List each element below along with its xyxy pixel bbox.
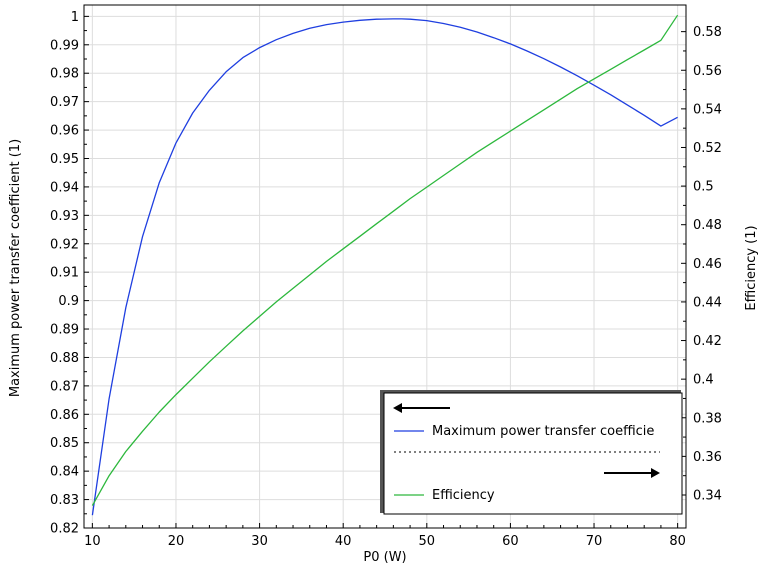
x-axis-label: P0 (W) xyxy=(363,550,406,565)
y-right-tick-label: 0.5 xyxy=(693,180,714,195)
x-tick-label: 20 xyxy=(168,534,185,549)
y-right-tick-label: 0.48 xyxy=(693,218,722,233)
y-left-tick-label: 0.87 xyxy=(50,379,79,394)
y-left-tick-label: 1 xyxy=(71,10,79,25)
x-tick-label: 60 xyxy=(502,534,519,549)
y-left-tick-label: 0.85 xyxy=(50,436,79,451)
y-right-tick-label: 0.4 xyxy=(693,373,714,388)
y-left-tick-label: 0.83 xyxy=(50,493,79,508)
y-axis-right-label: Efficiency (1) xyxy=(744,225,759,310)
x-tick-label: 50 xyxy=(419,534,436,549)
y-right-tick-label: 0.54 xyxy=(693,102,722,117)
y-left-tick-label: 0.94 xyxy=(50,180,79,195)
x-tick-label: 70 xyxy=(586,534,603,549)
y-left-tick-label: 0.84 xyxy=(50,465,79,480)
y-axis-right: 0.34 0.36 0.38 0.4 0.42 0.44 0.46 0.48 0.5 0.52 0.… xyxy=(681,25,722,503)
legend-label-efficiency: Efficiency xyxy=(432,488,495,503)
series-layer xyxy=(91,14,679,516)
y-left-tick-label: 0.93 xyxy=(50,209,79,224)
y-left-tick-label: 0.98 xyxy=(50,67,79,82)
y-right-tick-label: 0.44 xyxy=(693,295,722,310)
y-right-tick-label: 0.38 xyxy=(693,411,722,426)
left-arrow-head-icon xyxy=(393,403,402,413)
y-axis-left: 0.82 0.83 0.84 0.85 0.86 0.87 0.88 0.89 0.9 0.91 0… xyxy=(50,10,89,537)
series-line-max-power-transfer xyxy=(91,18,678,516)
y-left-tick-label: 0.99 xyxy=(50,38,79,53)
y-left-tick-label: 0.96 xyxy=(50,124,79,139)
y-left-tick-label: 0.97 xyxy=(50,95,79,110)
y-right-tick-label: 0.34 xyxy=(693,488,722,503)
series-line-efficiency xyxy=(91,14,679,506)
y-right-tick-label: 0.46 xyxy=(693,257,722,272)
y-axis-left-label: Maximum power transfer coefficient (1) xyxy=(8,139,23,397)
y-right-tick-label: 0.36 xyxy=(693,450,722,465)
legend-box xyxy=(383,392,683,515)
y-right-tick-label: 0.56 xyxy=(693,64,722,79)
y-left-tick-label: 0.82 xyxy=(50,522,79,537)
legend: Maximum power transfer coefficie Efficie… xyxy=(380,390,683,515)
y-left-tick-label: 0.89 xyxy=(50,323,79,338)
y-right-tick-label: 0.52 xyxy=(693,141,722,156)
x-tick-label: 40 xyxy=(335,534,352,549)
legend-label-max-power: Maximum power transfer coefficie xyxy=(432,424,654,439)
y-left-tick-label: 0.92 xyxy=(50,237,79,252)
y-left-tick-label: 0.86 xyxy=(50,408,79,423)
y-right-tick-label: 0.58 xyxy=(693,25,722,40)
y-left-tick-label: 0.88 xyxy=(50,351,79,366)
x-axis: 10 20 30 40 50 60 70 80 xyxy=(83,523,687,549)
y-left-tick-label: 0.9 xyxy=(58,294,79,309)
y-right-tick-label: 0.42 xyxy=(693,334,722,349)
y-left-tick-label: 0.95 xyxy=(50,152,79,167)
right-arrow-head-icon xyxy=(651,468,660,478)
x-tick-label: 80 xyxy=(669,534,686,549)
plot-area-border xyxy=(83,4,687,529)
x-tick-label: 30 xyxy=(251,534,268,549)
x-tick-label: 10 xyxy=(84,534,101,549)
y-left-tick-label: 0.91 xyxy=(50,266,79,281)
